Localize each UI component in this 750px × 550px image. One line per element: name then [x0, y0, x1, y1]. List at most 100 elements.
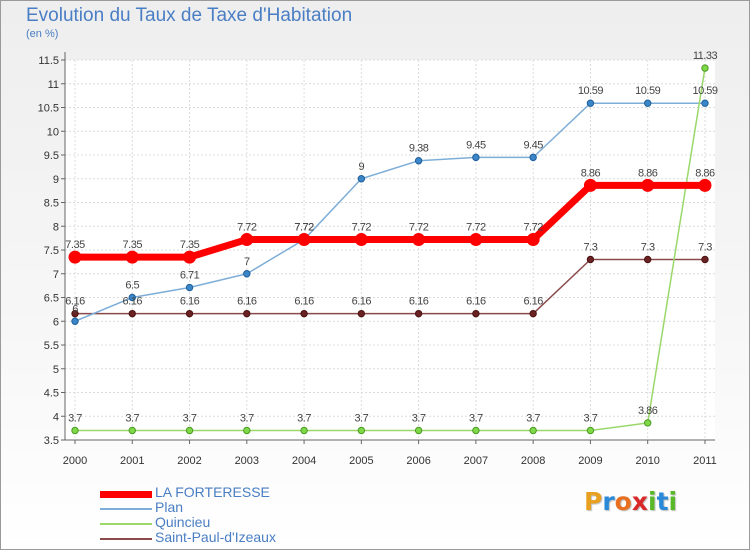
- data-point: [472, 153, 480, 162]
- data-point: [529, 309, 537, 318]
- legend-swatch: [100, 508, 152, 510]
- data-label: 7.72: [237, 222, 257, 234]
- data-label: 6.16: [294, 296, 314, 308]
- data-point: [701, 99, 709, 107]
- data-label: 7.72: [523, 222, 543, 234]
- x-tick-label: 2010: [635, 455, 659, 467]
- data-label: 6.16: [180, 296, 200, 308]
- data-point: [357, 309, 366, 318]
- legend-swatch: [100, 490, 152, 498]
- data-point: [243, 270, 251, 278]
- legend-label: Quincieu: [155, 514, 211, 530]
- data-point: [644, 99, 652, 107]
- data-label: 3.7: [297, 413, 311, 425]
- data-point: [243, 309, 251, 318]
- data-point: [414, 309, 423, 318]
- data-label: 9.45: [523, 139, 543, 151]
- data-label: 3.86: [638, 405, 658, 417]
- data-point: [185, 426, 194, 435]
- chart-subtitle: (en %): [26, 28, 59, 40]
- series-line: [74, 102, 706, 322]
- data-label: 6.16: [409, 296, 429, 308]
- data-label: 3.7: [526, 413, 540, 425]
- data-point: [472, 309, 480, 318]
- x-tick-label: 2007: [464, 455, 488, 467]
- y-tick-label: 9.5: [44, 150, 59, 162]
- y-tick-label: 9: [53, 174, 59, 186]
- data-label: 8.86: [695, 167, 715, 179]
- data-label: 7.3: [584, 242, 598, 254]
- proxiti-logo: Proxiti: [584, 487, 677, 516]
- legend-label: LA FORTERESSE: [155, 484, 270, 500]
- data-point: [586, 426, 595, 435]
- y-tick-label: 8: [53, 221, 59, 233]
- logo-letter: i: [648, 487, 657, 516]
- data-label: 7.3: [698, 242, 712, 254]
- y-tick-label: 3.5: [44, 435, 59, 447]
- data-label: 6.5: [125, 280, 139, 292]
- data-point: [240, 233, 254, 247]
- data-label: 3.7: [469, 413, 483, 425]
- data-point: [185, 283, 194, 292]
- data-point: [644, 419, 652, 427]
- data-point: [183, 250, 197, 264]
- y-tick-label: 5: [53, 364, 59, 376]
- data-label: 3.7: [240, 413, 254, 425]
- data-point: [414, 426, 423, 435]
- data-point: [185, 309, 194, 318]
- data-point: [414, 157, 423, 165]
- y-tick-label: 11.5: [38, 55, 59, 67]
- data-label: 3.7: [584, 413, 598, 425]
- data-label: 7.72: [409, 222, 429, 234]
- data-point: [71, 309, 79, 318]
- data-point: [641, 178, 655, 192]
- data-label: 7.72: [294, 222, 314, 234]
- data-label: 6.16: [352, 296, 372, 308]
- data-point: [297, 233, 311, 247]
- data-label: 7.35: [65, 239, 85, 251]
- series-line: [74, 258, 706, 315]
- y-tick-label: 10.5: [38, 103, 59, 115]
- data-point: [300, 426, 308, 435]
- data-point: [529, 426, 537, 435]
- x-tick-label: 2009: [578, 455, 602, 467]
- series-line: [74, 67, 706, 432]
- data-point: [71, 426, 79, 435]
- data-point: [243, 426, 251, 435]
- data-point: [125, 250, 139, 264]
- data-label: 6.16: [237, 296, 257, 308]
- data-label: 6.71: [180, 270, 200, 282]
- x-tick-label: 2011: [693, 455, 717, 467]
- legend-label: Saint-Paul-d'Izeaux: [155, 529, 276, 545]
- x-tick-label: 2006: [406, 455, 430, 467]
- legend-label: Plan: [155, 499, 184, 515]
- y-tick-label: 6.5: [44, 293, 59, 305]
- data-label: 6.16: [65, 296, 85, 308]
- data-point: [529, 153, 537, 162]
- data-label: 8.86: [581, 167, 601, 179]
- data-label: 7.72: [352, 222, 372, 234]
- data-label: 3.7: [183, 413, 197, 425]
- data-label: 7.72: [294, 222, 314, 234]
- x-tick-label: 2001: [120, 455, 144, 467]
- data-point: [354, 233, 368, 247]
- y-tick-label: 11: [48, 79, 59, 91]
- logo-letter: t: [656, 487, 669, 516]
- y-tick-label: 6: [53, 316, 59, 328]
- data-label: 3.7: [125, 413, 139, 425]
- data-label: 3.7: [412, 413, 426, 425]
- data-point: [472, 426, 480, 435]
- data-point: [469, 233, 483, 247]
- data-point: [128, 309, 136, 318]
- data-point: [701, 255, 709, 264]
- data-point: [526, 233, 540, 247]
- data-label: 9.45: [466, 139, 486, 151]
- x-tick-label: 2002: [177, 455, 201, 467]
- y-tick-label: 4.5: [44, 388, 59, 400]
- data-point: [583, 178, 597, 192]
- chart-title: Evolution du Taux de Taxe d'Habitation: [26, 5, 353, 26]
- data-point: [128, 426, 136, 435]
- data-point: [586, 99, 595, 107]
- logo-letter: o: [614, 487, 632, 516]
